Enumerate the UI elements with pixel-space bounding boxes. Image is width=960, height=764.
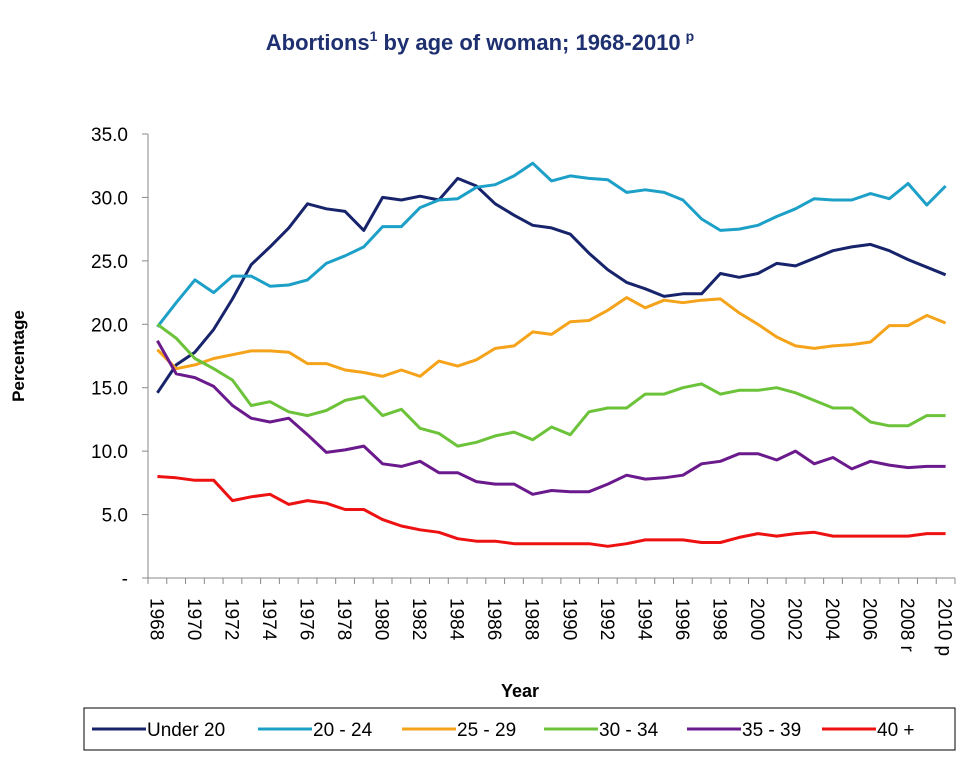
x-tick-label: 1996 xyxy=(671,598,692,640)
legend-label: 40 + xyxy=(877,720,915,741)
y-tick-label: 35.0 xyxy=(91,125,128,146)
title-superscript: p xyxy=(686,28,695,44)
x-tick-label: 1986 xyxy=(483,598,504,640)
y-tick-label: 5.0 xyxy=(102,506,128,527)
legend-label: 25 - 29 xyxy=(457,720,516,741)
series-line xyxy=(157,475,946,548)
y-tick-label: - xyxy=(122,569,128,590)
x-tick-label: 1990 xyxy=(558,598,579,640)
series-line xyxy=(156,323,946,448)
x-tick-label: 2004 xyxy=(821,598,842,641)
series-line xyxy=(156,296,947,378)
y-tick-label: 20.0 xyxy=(91,315,128,336)
x-tick-label: 1970 xyxy=(183,598,204,640)
series-line xyxy=(156,176,947,394)
title-text: by age of woman; 1968-2010 xyxy=(377,30,680,55)
chart-title: Abortions1 by age of woman; 1968-2010 p xyxy=(266,28,694,55)
x-tick-label: 1976 xyxy=(296,598,317,640)
y-tick-label: 25.0 xyxy=(91,252,128,273)
x-tick-label: 1974 xyxy=(258,598,279,641)
x-tick-label: 1978 xyxy=(333,598,354,640)
legend-label: 30 - 34 xyxy=(599,720,659,741)
y-tick-label: 15.0 xyxy=(91,379,128,400)
legend-label: 20 - 24 xyxy=(313,720,373,741)
x-tick-label: 1988 xyxy=(521,598,542,640)
x-tick-label: 1968 xyxy=(145,598,166,640)
x-tick-label: 1994 xyxy=(633,598,654,641)
x-tick-label: 1992 xyxy=(596,598,617,640)
series-line xyxy=(156,161,947,328)
x-tick-label: 2010 p xyxy=(934,598,955,656)
title-superscript: 1 xyxy=(370,28,378,44)
x-tick-label: 1984 xyxy=(446,598,467,641)
x-tick-label: 1982 xyxy=(408,598,429,640)
x-tick-label: 2006 xyxy=(859,598,880,640)
legend-label: 35 - 39 xyxy=(742,720,801,741)
x-tick-label: 1972 xyxy=(220,598,241,640)
legend-box xyxy=(83,707,956,751)
x-axis-label: Year xyxy=(501,681,539,701)
x-tick-label: 2000 xyxy=(746,598,767,640)
y-axis-label: Percentage xyxy=(9,310,28,402)
y-tick-label: 30.0 xyxy=(91,188,128,209)
x-tick-label: 2008 r xyxy=(896,598,917,653)
y-tick-label: 10.0 xyxy=(91,442,128,463)
x-tick-label: 1980 xyxy=(371,598,392,640)
legend-label: Under 20 xyxy=(147,720,225,741)
x-tick-label: 1998 xyxy=(708,598,729,640)
title-text: Abortions xyxy=(266,30,370,55)
series-line xyxy=(156,340,946,496)
x-tick-label: 2002 xyxy=(783,598,804,640)
